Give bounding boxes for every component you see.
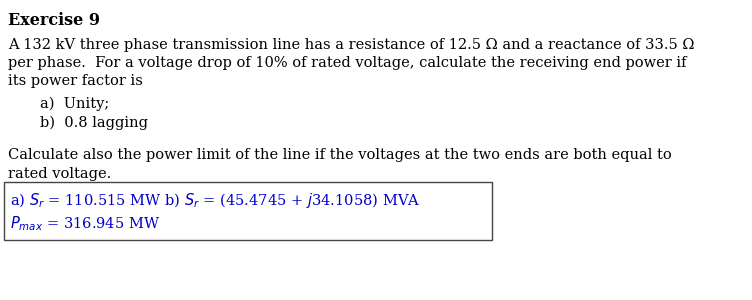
Text: $P_{max}$ = 316.945 MW: $P_{max}$ = 316.945 MW (10, 214, 160, 233)
FancyBboxPatch shape (4, 182, 492, 240)
Text: b)  0.8 lagging: b) 0.8 lagging (40, 116, 148, 130)
Text: rated voltage.: rated voltage. (8, 167, 111, 181)
Text: per phase.  For a voltage drop of 10% of rated voltage, calculate the receiving : per phase. For a voltage drop of 10% of … (8, 56, 687, 70)
Text: a) $S_r$ = 110.515 MW b) $S_r$ = (45.4745 + $j$34.1058) MVA: a) $S_r$ = 110.515 MW b) $S_r$ = (45.474… (10, 191, 420, 210)
Text: Calculate also the power limit of the line if the voltages at the two ends are b: Calculate also the power limit of the li… (8, 148, 672, 162)
Text: its power factor is: its power factor is (8, 74, 143, 88)
Text: A 132 kV three phase transmission line has a resistance of 12.5 Ω and a reactanc: A 132 kV three phase transmission line h… (8, 38, 695, 52)
Text: a)  Unity;: a) Unity; (40, 97, 109, 111)
Text: Exercise 9: Exercise 9 (8, 12, 100, 29)
